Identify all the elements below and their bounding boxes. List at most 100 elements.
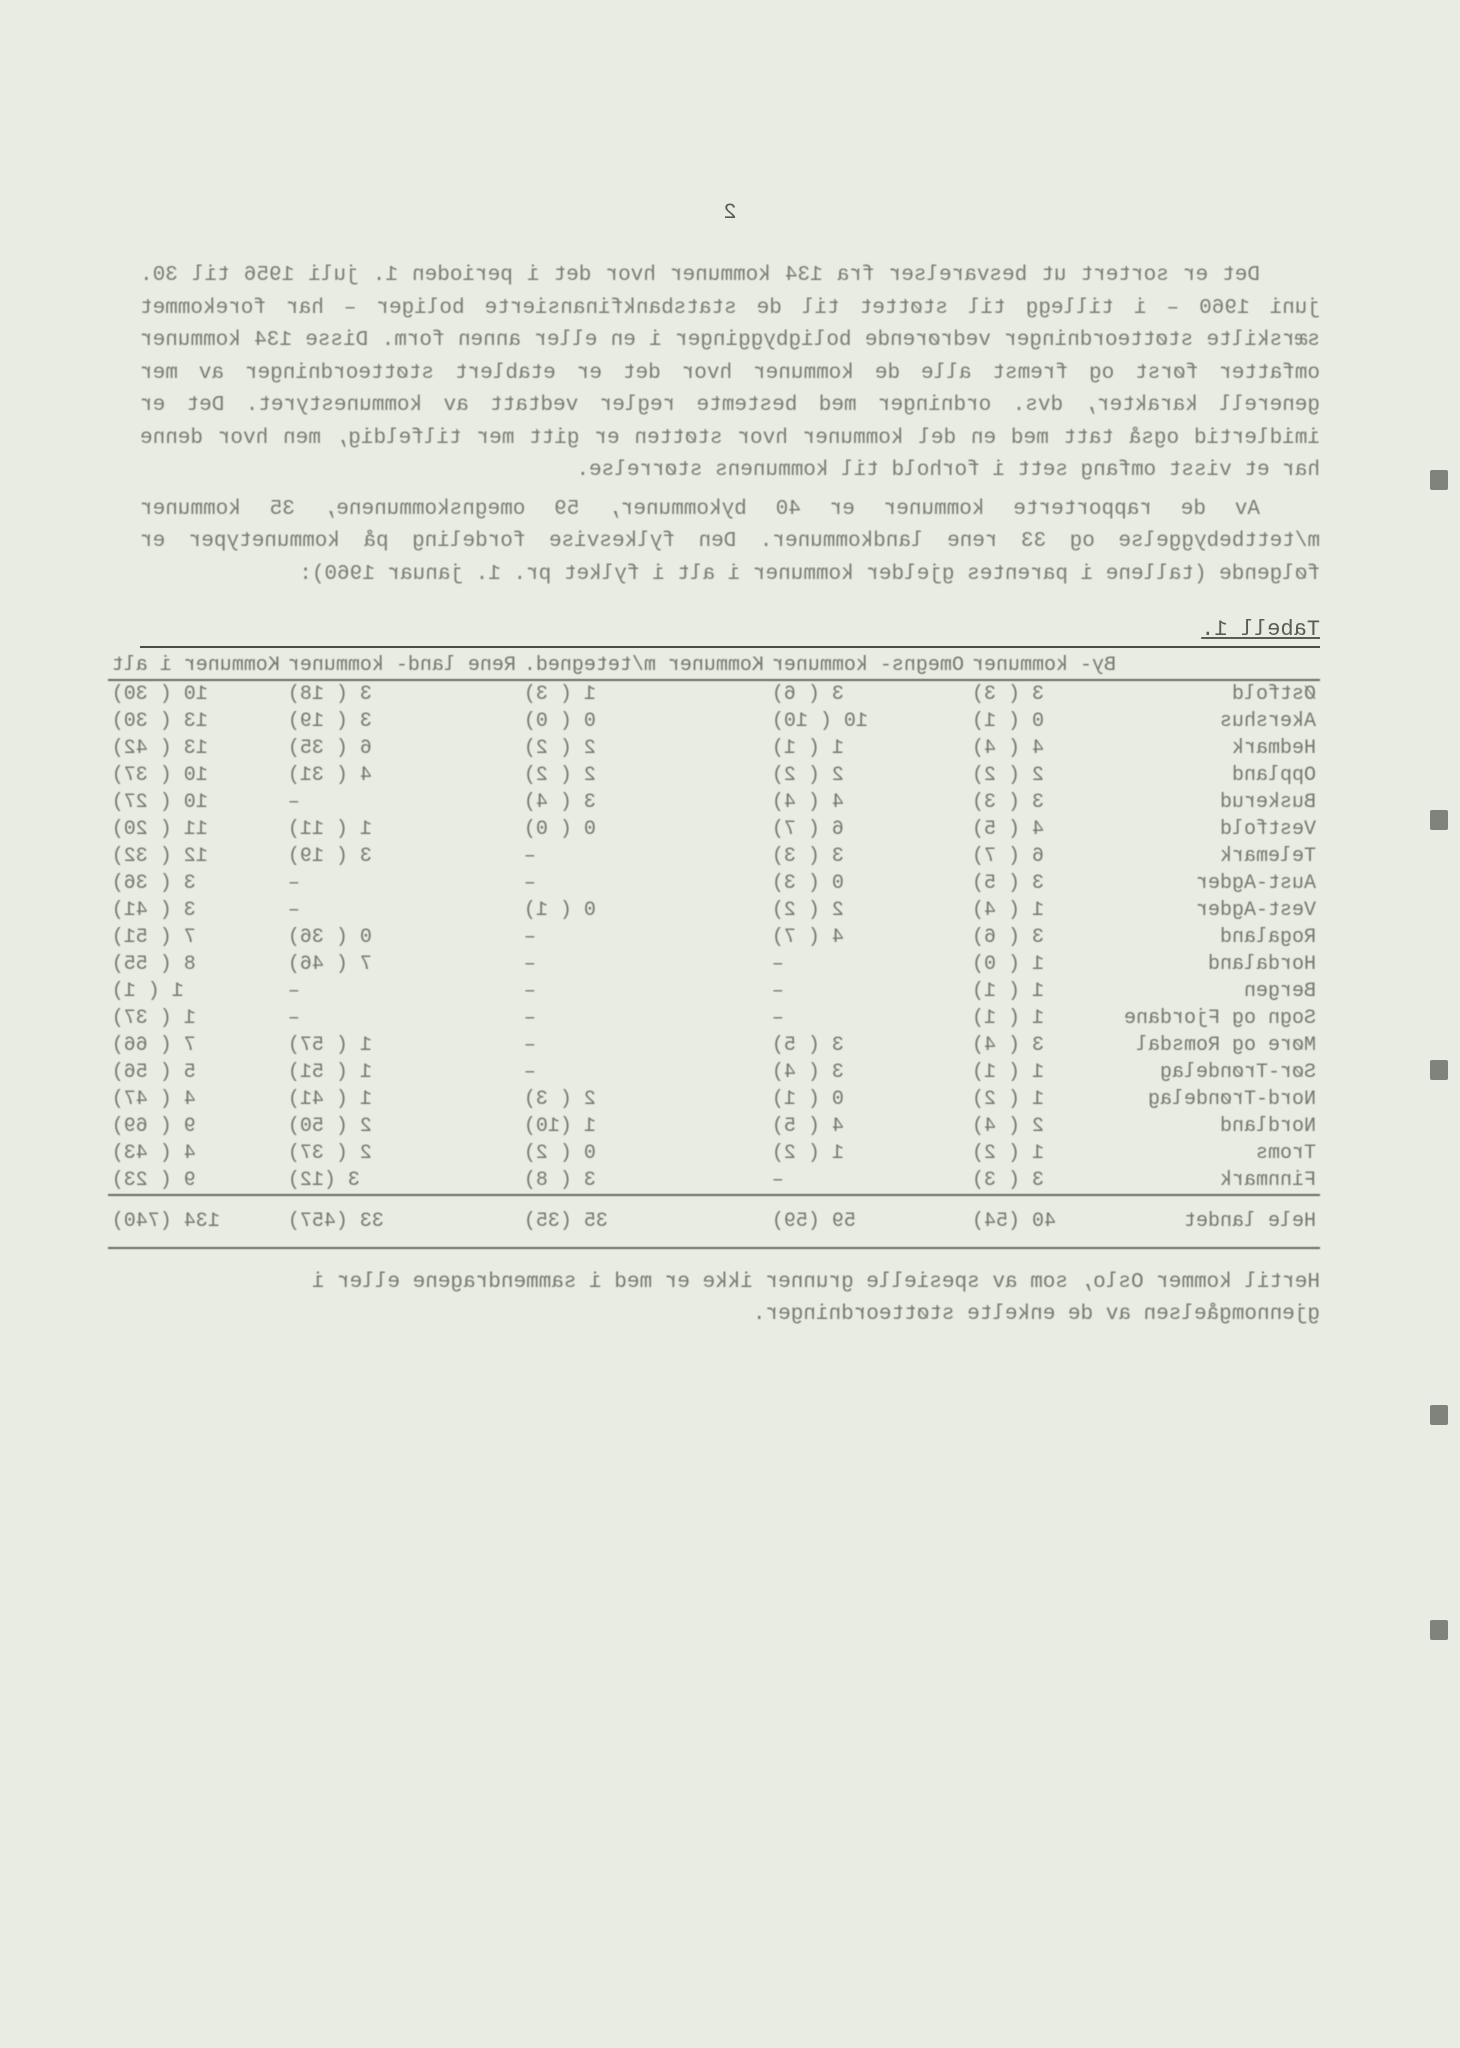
- table-cell: 1 ( 41): [284, 1086, 520, 1113]
- table-cell: –: [520, 978, 768, 1005]
- table-cell: 4 ( 31): [284, 762, 520, 789]
- col-omegn: Omegns- kommuner: [768, 652, 968, 680]
- table-cell: 7 ( 51): [108, 924, 284, 951]
- table-cell: 2 ( 2): [968, 762, 1120, 789]
- footnote: Hertil kommer Oslo, som av spesielle gru…: [140, 1267, 1320, 1330]
- table-cell: 0 ( 3): [768, 870, 968, 897]
- table-cell: –: [284, 978, 520, 1005]
- table-cell: 1 ( 1): [968, 1005, 1120, 1032]
- table-cell: Vest-Agder: [1120, 897, 1320, 924]
- table-cell: 4 ( 43): [108, 1140, 284, 1167]
- table-row: Nord-Trøndelag1 ( 2)0 ( 1)2 ( 3)1 ( 41)4…: [108, 1086, 1320, 1113]
- table-row: Sogn og Fjordane1 ( 1)–––1 ( 37): [108, 1005, 1320, 1032]
- table-row: Møre og Romsdal3 ( 4)3 ( 5)–1 ( 57)7 ( 6…: [108, 1032, 1320, 1059]
- table-total-cell: 40 (54): [968, 1195, 1120, 1248]
- table-cell: 6 ( 7): [968, 843, 1120, 870]
- table-body: Østfold3 ( 3)3 ( 6)1 ( 3)3 ( 18)10 ( 30)…: [108, 680, 1320, 1248]
- table-cell: 4 ( 4): [768, 789, 968, 816]
- table-cell: 1 ( 2): [768, 1140, 968, 1167]
- table-cell: 1 ( 1): [768, 735, 968, 762]
- table-row: Troms1 ( 2)1 ( 2)0 ( 2)2 ( 37)4 ( 43): [108, 1140, 1320, 1167]
- table-cell: –: [520, 924, 768, 951]
- table-cell: 3 ( 4): [520, 789, 768, 816]
- table-cell: Nordland: [1120, 1113, 1320, 1140]
- table-row: Akershus0 ( 1)10 ( 10)0 ( 0)3 ( 19)13 ( …: [108, 708, 1320, 735]
- table-cell: 3 ( 3): [968, 1167, 1120, 1195]
- table-total-cell: 59 (59): [768, 1195, 968, 1248]
- table-row: Oppland2 ( 2)2 ( 2)2 ( 2)4 ( 31)10 ( 37): [108, 762, 1320, 789]
- table-cell: –: [768, 978, 968, 1005]
- table-cell: 4 ( 7): [768, 924, 968, 951]
- table-cell: 3 ( 6): [768, 680, 968, 708]
- paragraph-2: Av de rapporterte kommuner er 40 bykommu…: [140, 494, 1320, 592]
- col-land: Rene land- kommuner: [284, 652, 520, 680]
- table-cell: 3 ( 3): [968, 680, 1120, 708]
- table-cell: 10 ( 37): [108, 762, 284, 789]
- table-cell: Rogaland: [1120, 924, 1320, 951]
- table-cell: Hordaland: [1120, 951, 1320, 978]
- table-cell: 0 ( 2): [520, 1140, 768, 1167]
- table-cell: –: [520, 1032, 768, 1059]
- table-cell: Akershus: [1120, 708, 1320, 735]
- table-cell: 3 ( 19): [284, 708, 520, 735]
- table-cell: 2 ( 4): [968, 1113, 1120, 1140]
- table-cell: 0 ( 36): [284, 924, 520, 951]
- col-by: By- kommuner: [968, 652, 1120, 680]
- table-cell: 3 ( 6): [968, 924, 1120, 951]
- table-cell: 9 ( 23): [108, 1167, 284, 1195]
- table-cell: 3 ( 8): [520, 1167, 768, 1195]
- table-cell: –: [284, 870, 520, 897]
- table-cell: –: [520, 1059, 768, 1086]
- table-cell: Vestfold: [1120, 816, 1320, 843]
- table-total-cell: 33 (457): [284, 1195, 520, 1248]
- table-cell: 13 ( 42): [108, 735, 284, 762]
- table-cell: 10 ( 30): [108, 680, 284, 708]
- table-cell: 0 ( 1): [520, 897, 768, 924]
- edge-mark: [1430, 810, 1448, 830]
- table-cell: Møre og Romsdal: [1120, 1032, 1320, 1059]
- edge-mark: [1430, 470, 1448, 490]
- table-cell: –: [520, 951, 768, 978]
- table-cell: –: [520, 843, 768, 870]
- table-cell: 3 (12): [284, 1167, 520, 1195]
- table-cell: 3 ( 5): [768, 1032, 968, 1059]
- table-cell: 2 ( 2): [520, 762, 768, 789]
- table-cell: 2 ( 50): [284, 1113, 520, 1140]
- table-cell: 1 ( 1): [968, 1059, 1120, 1086]
- table-cell: 1 ( 57): [284, 1032, 520, 1059]
- table-cell: Østfold: [1120, 680, 1320, 708]
- table-cell: –: [768, 1005, 968, 1032]
- col-tett: Kommuner m/tetegned.: [520, 652, 768, 680]
- table-cell: Aust-Agder: [1120, 870, 1320, 897]
- table-cell: 2 ( 2): [520, 735, 768, 762]
- table-cell: –: [284, 1005, 520, 1032]
- table-cell: 1 ( 4): [968, 897, 1120, 924]
- table-row: Vestfold4 ( 5)6 ( 7)0 ( 0)1 ( 11)11 ( 20…: [108, 816, 1320, 843]
- table-cell: 4 ( 4): [968, 735, 1120, 762]
- table-cell: Nord-Trøndelag: [1120, 1086, 1320, 1113]
- table-row: Aust-Agder3 ( 5)0 ( 3)––3 ( 36): [108, 870, 1320, 897]
- table-row: Vest-Agder1 ( 4)2 ( 2)0 ( 1)–3 ( 41): [108, 897, 1320, 924]
- col-fylke: [1120, 652, 1320, 680]
- page-container: 2 Det er sortert ut besvarelser fra 134 …: [0, 0, 1460, 2048]
- table-cell: 3 ( 5): [968, 870, 1120, 897]
- table-cell: –: [520, 870, 768, 897]
- table-cell: 13 ( 30): [108, 708, 284, 735]
- col-total: Kommuner i alt: [108, 652, 284, 680]
- table-cell: 10 ( 27): [108, 789, 284, 816]
- table-totals-row: Hele landet40 (54)59 (59)35 (35)33 (457)…: [108, 1195, 1320, 1248]
- table-cell: –: [768, 951, 968, 978]
- paragraph-1: Det er sortert ut besvarelser fra 134 ko…: [140, 260, 1320, 488]
- table-row: Buskerud3 ( 3)4 ( 4)3 ( 4)–10 ( 27): [108, 789, 1320, 816]
- table-total-cell: 134 (740): [108, 1195, 284, 1248]
- table-cell: Finnmark: [1120, 1167, 1320, 1195]
- table-row: Nordland2 ( 4)4 ( 5)1 (10)2 ( 50)9 ( 69): [108, 1113, 1320, 1140]
- table-cell: Buskerud: [1120, 789, 1320, 816]
- table-cell: 4 ( 47): [108, 1086, 284, 1113]
- table-cell: Bergen: [1120, 978, 1320, 1005]
- table-row: Bergen1 ( 1)–––1 ( 1): [108, 978, 1320, 1005]
- table-cell: –: [284, 897, 520, 924]
- page-number: 2: [723, 200, 736, 225]
- table-cell: 4 ( 5): [968, 816, 1120, 843]
- table-cell: 3 ( 41): [108, 897, 284, 924]
